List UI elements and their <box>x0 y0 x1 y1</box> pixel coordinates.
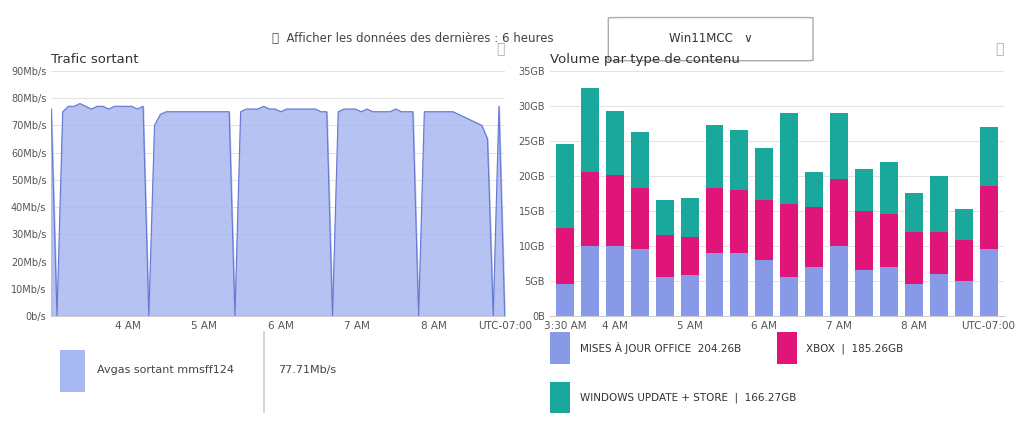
Bar <box>855 169 872 211</box>
Text: Volume par type de contenu: Volume par type de contenu <box>550 52 740 65</box>
Bar <box>980 249 997 316</box>
Bar <box>730 190 749 253</box>
Bar <box>880 162 898 215</box>
Bar <box>631 188 649 249</box>
Bar <box>780 277 798 316</box>
Bar <box>780 113 798 204</box>
Bar <box>756 148 773 200</box>
Bar <box>930 232 947 274</box>
Bar <box>905 232 923 285</box>
Bar <box>730 253 749 316</box>
Bar <box>681 237 698 275</box>
Bar <box>930 274 947 316</box>
Text: Win11MCC   ∨: Win11MCC ∨ <box>670 32 753 45</box>
Bar <box>830 246 848 316</box>
Bar <box>805 207 823 267</box>
Bar <box>756 260 773 316</box>
Bar <box>980 187 997 249</box>
Bar <box>905 285 923 316</box>
FancyBboxPatch shape <box>608 18 813 61</box>
Bar <box>954 281 973 316</box>
Bar <box>581 172 599 246</box>
Text: ⎘: ⎘ <box>995 42 1004 56</box>
Text: WINDOWS UPDATE + STORE  |  166.27GB: WINDOWS UPDATE + STORE | 166.27GB <box>580 393 796 403</box>
Text: ⎘: ⎘ <box>497 42 505 56</box>
Text: XBOX  |  185.26GB: XBOX | 185.26GB <box>806 343 903 353</box>
Text: 77.71Mb/s: 77.71Mb/s <box>278 365 336 375</box>
Bar <box>756 200 773 260</box>
FancyBboxPatch shape <box>777 332 797 364</box>
Text: MISES À JOUR OFFICE  204.26B: MISES À JOUR OFFICE 204.26B <box>580 342 740 354</box>
Bar <box>930 176 947 232</box>
Bar <box>681 275 698 316</box>
Bar <box>905 194 923 232</box>
Bar <box>880 215 898 267</box>
Bar <box>655 277 674 316</box>
Bar <box>880 267 898 316</box>
Text: ⏰  Afficher les données des dernières : 6 heures: ⏰ Afficher les données des dernières : 6… <box>272 32 554 45</box>
Bar <box>556 228 574 285</box>
Bar <box>830 179 848 246</box>
Bar <box>954 240 973 281</box>
Bar <box>631 132 649 188</box>
Bar <box>655 200 674 236</box>
Bar <box>706 188 723 253</box>
Bar <box>855 211 872 270</box>
Text: Trafic sortant: Trafic sortant <box>51 52 138 65</box>
Bar <box>631 249 649 316</box>
Bar <box>706 125 723 188</box>
FancyBboxPatch shape <box>550 382 570 414</box>
Bar <box>606 111 624 175</box>
Bar <box>556 285 574 316</box>
Bar <box>980 127 997 187</box>
Bar <box>780 204 798 277</box>
Bar <box>805 172 823 207</box>
Bar <box>606 175 624 246</box>
Bar <box>606 246 624 316</box>
Bar <box>556 144 574 228</box>
FancyBboxPatch shape <box>60 350 85 392</box>
Bar <box>581 246 599 316</box>
Bar <box>706 253 723 316</box>
Bar <box>681 198 698 237</box>
Bar <box>730 130 749 190</box>
Bar <box>581 89 599 172</box>
Bar <box>954 209 973 240</box>
FancyBboxPatch shape <box>550 332 570 364</box>
Bar <box>655 236 674 277</box>
Bar <box>830 113 848 179</box>
Bar <box>855 270 872 316</box>
Bar <box>805 267 823 316</box>
Text: Avgas sortant mmsff124: Avgas sortant mmsff124 <box>96 365 233 375</box>
